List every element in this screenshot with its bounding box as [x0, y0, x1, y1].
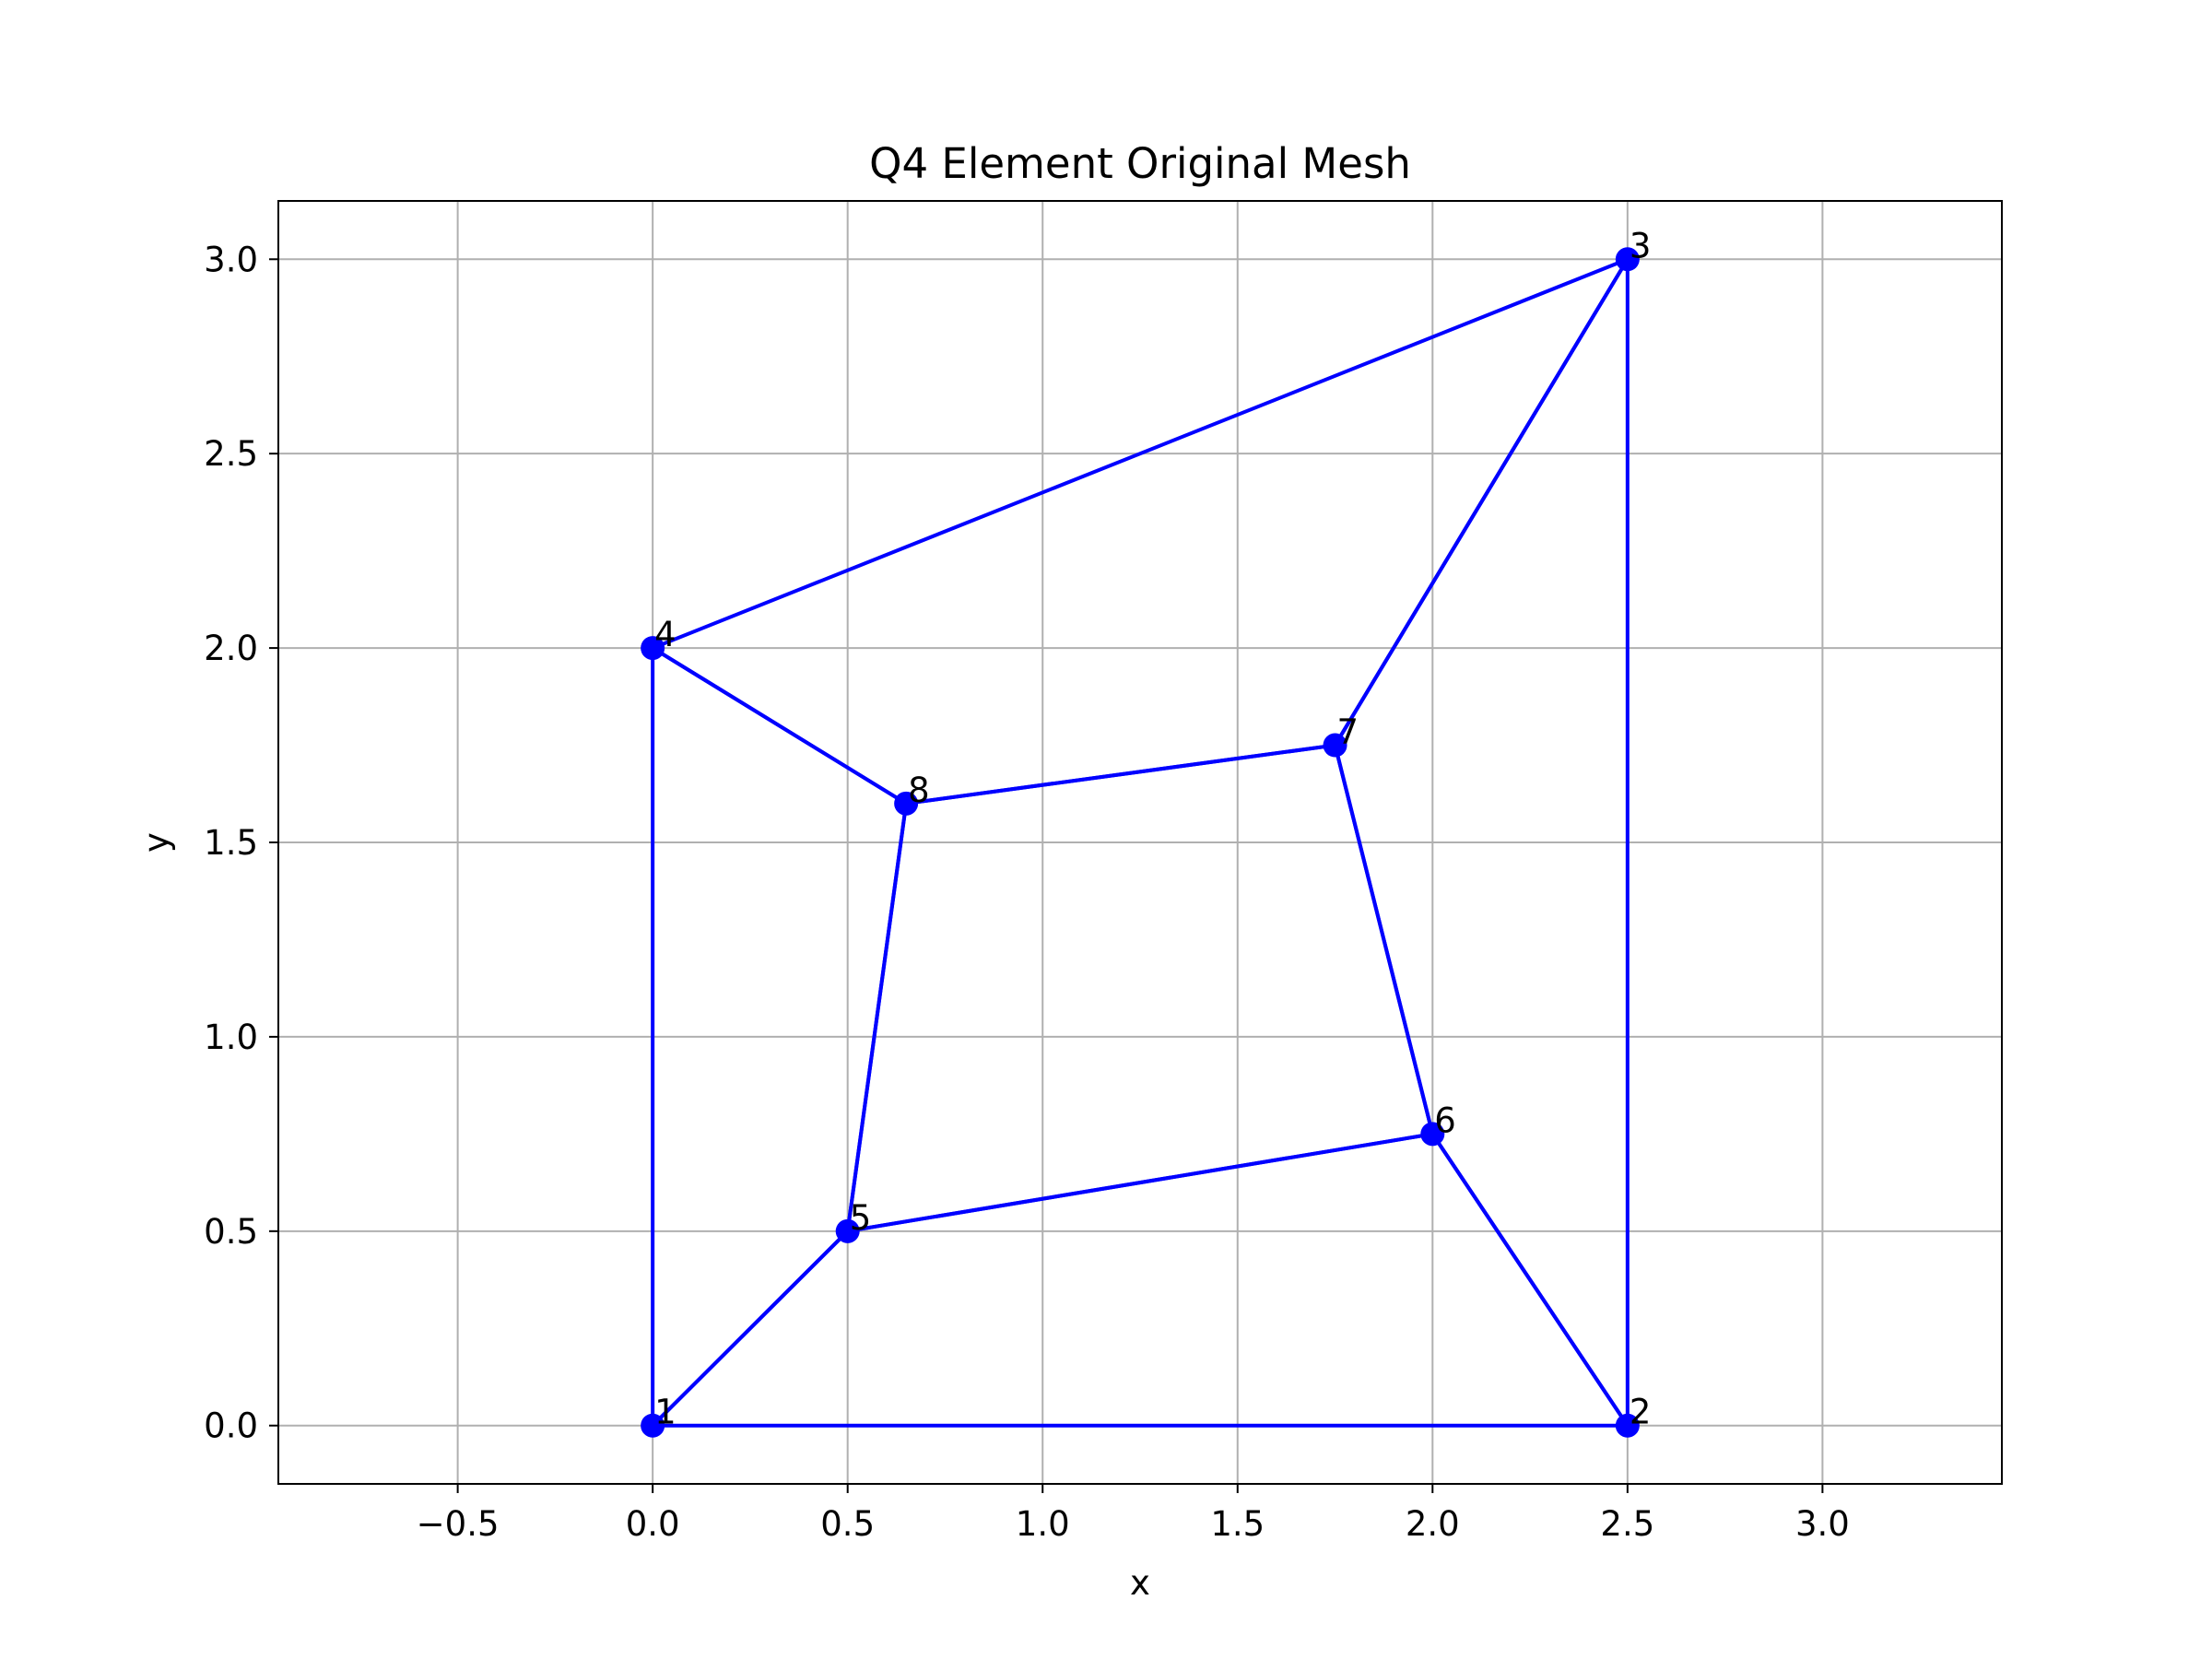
node-label: 5	[850, 1198, 872, 1238]
mesh-element	[845, 743, 1435, 1233]
mesh-node	[641, 1413, 665, 1438]
mesh-node	[894, 791, 919, 816]
x-tick-label: −0.5	[417, 1504, 500, 1544]
y-tick-label: 0.5	[204, 1212, 258, 1252]
x-tick-label: 2.5	[1600, 1504, 1654, 1544]
y-tick-label: 1.5	[204, 823, 258, 863]
node-label: 3	[1630, 226, 1652, 265]
y-axis-label: y	[136, 832, 176, 853]
node-label: 1	[654, 1393, 677, 1432]
x-tick-label: 1.5	[1210, 1504, 1265, 1544]
y-tick-label: 3.0	[204, 240, 258, 279]
x-tick-label: 3.0	[1795, 1504, 1850, 1544]
node-label: 8	[908, 771, 930, 810]
y-tick-label: 2.5	[204, 434, 258, 474]
y-tick-label: 2.0	[204, 629, 258, 668]
x-tick-label: 0.5	[820, 1504, 875, 1544]
node-labels: 1 2 3 4 5 6 7 8	[654, 226, 1651, 1431]
mesh-node	[1615, 1413, 1640, 1438]
mesh-element	[651, 257, 1630, 806]
mesh-node	[1323, 733, 1347, 758]
y-tick-label: 0.0	[204, 1406, 258, 1446]
x-tick-label: 2.0	[1406, 1504, 1460, 1544]
node-label: 2	[1630, 1393, 1652, 1432]
node-label: 6	[1434, 1100, 1456, 1140]
grid	[278, 201, 2002, 1484]
x-tick-label: 1.0	[1016, 1504, 1070, 1544]
node-label: 7	[1337, 712, 1359, 752]
chart-title: Q4 Element Original Mesh	[869, 139, 1411, 188]
mesh-node	[641, 636, 665, 661]
x-axis-label: x	[1130, 1563, 1150, 1603]
mesh-node	[1420, 1122, 1445, 1147]
mesh-nodes	[641, 247, 1640, 1438]
mesh-node	[835, 1218, 860, 1243]
mesh-node	[1615, 247, 1640, 272]
x-tick-label: 0.0	[626, 1504, 680, 1544]
node-label: 4	[654, 615, 677, 654]
ticks: −0.5 0.0 0.5 1.0 1.5 2.0 2.5 3.0 0.0 0.5 1.0 1.5 2.0…	[204, 240, 1850, 1544]
y-tick-label: 1.0	[204, 1018, 258, 1057]
